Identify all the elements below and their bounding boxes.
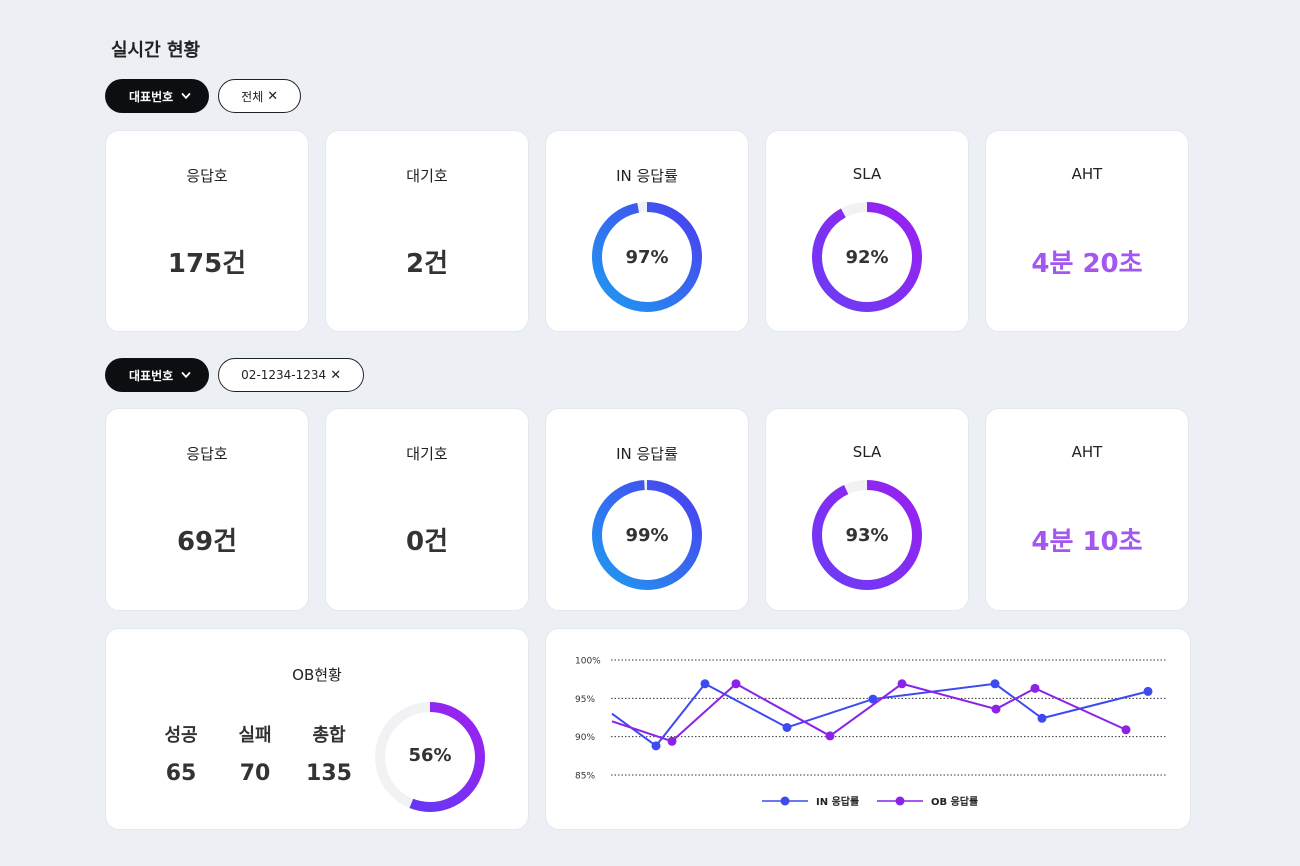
stat-label: 실패 xyxy=(238,725,272,746)
ob-stat-success: 성공 65 xyxy=(144,721,218,786)
card-label: AHT xyxy=(1071,443,1103,461)
filter-chip-label: 전체 xyxy=(241,89,264,104)
legend-label: IN 응답률 xyxy=(816,796,859,808)
data-point[interactable] xyxy=(700,679,710,689)
close-icon[interactable]: ✕ xyxy=(267,88,279,104)
aht-card: AHT 4분 10초 xyxy=(985,408,1189,611)
legend-marker xyxy=(895,796,905,806)
donut-value: 93% xyxy=(845,525,889,546)
legend-marker xyxy=(780,796,790,806)
donut-arc xyxy=(812,202,922,312)
card-label: 응답호 xyxy=(186,445,228,463)
data-point[interactable] xyxy=(897,679,907,689)
donut-value: 56% xyxy=(408,745,452,766)
donut-arc xyxy=(375,702,485,812)
card-value: 0건 xyxy=(405,527,448,557)
dropdown-label: 대표번호 xyxy=(129,368,174,383)
donut-arc xyxy=(592,202,702,312)
data-point[interactable] xyxy=(990,679,1000,689)
filter-chip-label: 02-1234-1234 xyxy=(241,368,327,382)
card-value: 69건 xyxy=(176,527,238,557)
ob-stats: 성공 65 실패 70 총합 135 xyxy=(144,721,366,786)
ob-donut-chart xyxy=(374,701,486,813)
ob-stat-total: 총합 135 xyxy=(292,721,366,786)
y-tick-label: 100% xyxy=(575,657,601,667)
data-point[interactable] xyxy=(782,722,792,732)
close-icon[interactable]: ✕ xyxy=(330,367,342,383)
data-point[interactable] xyxy=(651,741,661,751)
stat-label: 성공 xyxy=(164,725,198,746)
data-point[interactable] xyxy=(991,704,1001,714)
stat-value: 135 xyxy=(306,761,352,786)
aht-card: AHT 4분 20초 xyxy=(985,130,1189,332)
answered-card: 응답호 175건 xyxy=(105,130,309,332)
card-label: 대기호 xyxy=(406,445,448,463)
donut-value: 99% xyxy=(625,525,669,546)
card-value: 2건 xyxy=(405,249,448,279)
chevron-down-icon xyxy=(181,93,191,100)
ob-title: OB현황 xyxy=(292,666,342,684)
card-value: 175건 xyxy=(167,249,247,279)
donut-chart xyxy=(811,479,923,591)
donut-value: 92% xyxy=(845,247,889,268)
response-rate-chart-card: 100% 95% 90% 85% IN 응답률 OB 응답률 xyxy=(545,628,1191,830)
waiting-card: 대기호 0건 xyxy=(325,408,529,611)
filter-chip[interactable]: 02-1234-1234 ✕ xyxy=(218,358,365,392)
donut-arc xyxy=(812,480,922,590)
representative-number-dropdown[interactable]: 대표번호 xyxy=(105,79,210,113)
card-label: 대기호 xyxy=(406,167,448,185)
sla-card: SLA 93% xyxy=(765,408,969,611)
ob-stat-fail: 실패 70 xyxy=(218,721,292,786)
y-tick-label: 90% xyxy=(575,733,595,743)
card-value: 4분 20초 xyxy=(1031,249,1143,279)
data-point[interactable] xyxy=(667,736,677,746)
data-point[interactable] xyxy=(1030,683,1040,693)
stat-value: 65 xyxy=(165,761,197,786)
sla-card: SLA 92% xyxy=(765,130,969,332)
card-label: IN 응답률 xyxy=(616,167,678,185)
donut-arc xyxy=(592,480,702,590)
y-tick-label: 95% xyxy=(575,695,595,705)
page-title: 실시간 현황 xyxy=(111,40,201,61)
data-point[interactable] xyxy=(825,731,835,741)
dropdown-label: 대표번호 xyxy=(129,89,174,104)
card-label: SLA xyxy=(852,165,882,183)
y-tick-label: 85% xyxy=(575,772,595,782)
stat-label: 총합 xyxy=(312,725,346,746)
card-label: AHT xyxy=(1071,165,1103,183)
in-rate-card: IN 응답률 97% xyxy=(545,130,749,332)
card-label: IN 응답률 xyxy=(616,445,678,463)
waiting-card: 대기호 2건 xyxy=(325,130,529,332)
data-point[interactable] xyxy=(1121,725,1131,735)
donut-chart xyxy=(591,479,703,591)
stat-value: 70 xyxy=(239,761,271,786)
in-rate-card: IN 응답률 99% xyxy=(545,408,749,611)
representative-number-dropdown[interactable]: 대표번호 xyxy=(105,358,210,392)
filter-chip[interactable]: 전체 ✕ xyxy=(218,79,302,113)
data-point[interactable] xyxy=(1143,686,1153,696)
data-point[interactable] xyxy=(868,694,878,704)
donut-chart xyxy=(591,201,703,313)
series-line xyxy=(611,682,1149,748)
legend-label: OB 응답률 xyxy=(931,796,978,808)
card-label: SLA xyxy=(852,443,882,461)
card-label: 응답호 xyxy=(186,167,228,185)
filter-row-2: 대표번호 02-1234-1234 ✕ xyxy=(105,358,365,392)
donut-chart xyxy=(811,201,923,313)
card-value: 4분 10초 xyxy=(1031,527,1143,557)
filter-row-1: 대표번호 전체 ✕ xyxy=(105,79,302,113)
ob-status-card: OB현황 성공 65 실패 70 총합 135 56% xyxy=(105,628,529,830)
answered-card: 응답호 69건 xyxy=(105,408,309,611)
data-point[interactable] xyxy=(731,679,741,689)
donut-value: 97% xyxy=(625,247,669,268)
series-line xyxy=(611,682,1127,743)
data-point[interactable] xyxy=(1037,713,1047,723)
response-rate-line-chart: 100% 95% 90% 85% IN 응답률 OB 응답률 xyxy=(575,657,1167,808)
chevron-down-icon xyxy=(181,372,191,379)
